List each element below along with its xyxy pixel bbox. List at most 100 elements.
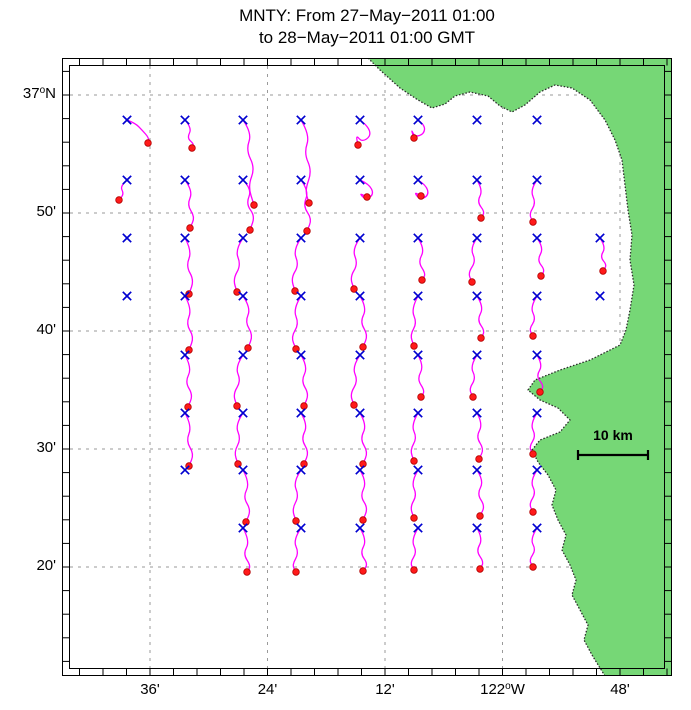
- drifter-trajectory: [300, 412, 309, 465]
- drifter-trajectory: [410, 469, 419, 519]
- drifter-trajectory: [476, 469, 485, 517]
- drifter-trajectory: [529, 527, 538, 568]
- grid-start-marker: [238, 175, 248, 185]
- grid-start-marker: [413, 465, 423, 475]
- grid-start-marker: [238, 233, 248, 243]
- drifter-trajectory: [529, 295, 538, 337]
- drifter-trajectory: [291, 295, 302, 350]
- drifter-trajectory: [292, 469, 302, 522]
- trajectory-end-dot: [188, 144, 196, 152]
- grid-start-marker: [532, 408, 542, 418]
- drifter-trajectory: [476, 179, 485, 219]
- drifter-trajectory: [410, 295, 419, 347]
- map-plot: 10 km: [62, 58, 672, 676]
- trajectory-end-dot: [410, 566, 418, 574]
- drifter-trajectory: [300, 179, 312, 232]
- drifter-trajectory: [233, 354, 244, 407]
- grid-start-marker: [296, 175, 306, 185]
- grid-start-marker: [472, 523, 482, 533]
- scale-bar-label: 10 km: [593, 427, 633, 443]
- drifter-trajectory: [184, 295, 194, 351]
- trajectory-end-dot: [233, 288, 241, 296]
- end-markers: [115, 134, 607, 576]
- grid-start-marker: [413, 408, 423, 418]
- grid-start-marker: [472, 233, 482, 243]
- drifter-trajectory: [291, 237, 302, 292]
- drifter-trajectory: [410, 412, 419, 462]
- trajectory-end-dot: [529, 218, 537, 226]
- scale-bar: 10 km: [576, 427, 650, 460]
- trajectory-end-dot: [529, 450, 537, 458]
- trajectory-end-dot: [115, 196, 123, 204]
- grid-start-marker: [122, 115, 132, 125]
- grid-start-marker: [595, 291, 605, 301]
- drifter-trajectory: [126, 119, 150, 144]
- trajectory-end-dot: [529, 332, 537, 340]
- grid-start-marker: [122, 233, 132, 243]
- drifter-trajectory: [529, 469, 538, 513]
- drifter-trajectory: [184, 179, 195, 229]
- trajectory-end-dot: [303, 227, 311, 235]
- grid-start-marker: [472, 408, 482, 418]
- plot-title-line1: MNTY: From 27−May−2011 01:00: [239, 6, 495, 25]
- grid-start-marker: [532, 115, 542, 125]
- trajectory-end-dot: [477, 334, 485, 342]
- drifter-trajectory: [242, 119, 255, 206]
- grid-start-marker: [238, 291, 248, 301]
- y-tick-label: 40': [36, 321, 56, 338]
- grid-start-marker: [355, 350, 365, 360]
- x-tick-label: 48': [610, 681, 630, 698]
- drifter-trajectory: [242, 527, 251, 573]
- trajectory-end-dot: [410, 457, 418, 465]
- grid-start-marker: [180, 175, 190, 185]
- title-block: MNTY: From 27−May−2011 01:00 to 28−May−2…: [62, 5, 672, 49]
- trajectory-end-dot: [599, 267, 607, 275]
- y-tick-label: 20': [36, 557, 56, 574]
- trajectory-end-dot: [410, 342, 418, 350]
- grid-start-marker: [413, 115, 423, 125]
- y-tick-label: 37oN: [22, 85, 56, 102]
- grid-start-marker: [180, 465, 190, 475]
- grid-start-marker: [355, 408, 365, 418]
- trajectory-end-dot: [186, 224, 194, 232]
- grid-start-marker: [238, 350, 248, 360]
- grid-start-marker: [238, 523, 248, 533]
- grid-start-marker: [532, 175, 542, 185]
- drifter-trajectory: [476, 412, 484, 460]
- grid-start-marker: [355, 465, 365, 475]
- drifter-trajectory: [350, 237, 361, 290]
- grid-start-marker: [413, 350, 423, 360]
- grid-start-marker: [296, 233, 306, 243]
- trajectory-end-dot: [363, 193, 371, 201]
- coastline-landmass: [367, 58, 672, 676]
- drifter-trajectory: [350, 354, 361, 406]
- trajectory-end-dot: [476, 565, 484, 573]
- grid-start-marker: [595, 233, 605, 243]
- drifter-trajectory: [536, 237, 545, 277]
- drifter-trajectory: [536, 354, 544, 393]
- drifter-trajectory: [476, 295, 485, 339]
- drifter-trajectory: [359, 527, 368, 572]
- trajectory-end-dot: [185, 290, 193, 298]
- grid-start-marker: [122, 175, 132, 185]
- trajectory-end-dot: [292, 568, 300, 576]
- grid-start-marker: [355, 291, 365, 301]
- trajectory-end-dot: [410, 514, 418, 522]
- trajectory-end-dot: [350, 285, 358, 293]
- trajectory-end-dot: [250, 201, 258, 209]
- drifter-trajectory: [359, 295, 368, 348]
- grid-start-marker: [180, 233, 190, 243]
- trajectory-end-dot: [359, 567, 367, 575]
- drifter-trajectory: [292, 527, 302, 573]
- grid-start-marker: [238, 408, 248, 418]
- trajectory-end-dot: [477, 214, 485, 222]
- grid-start-marker: [355, 233, 365, 243]
- drifter-trajectory: [529, 412, 538, 455]
- gridlines: [70, 66, 664, 668]
- drifter-trajectory: [469, 354, 478, 398]
- grid-start-marker: [296, 465, 306, 475]
- grid-start-marker: [355, 175, 365, 185]
- drifter-trajectory: [184, 412, 194, 467]
- drifter-trajectory: [417, 354, 425, 398]
- drifter-trajectory: [356, 119, 371, 146]
